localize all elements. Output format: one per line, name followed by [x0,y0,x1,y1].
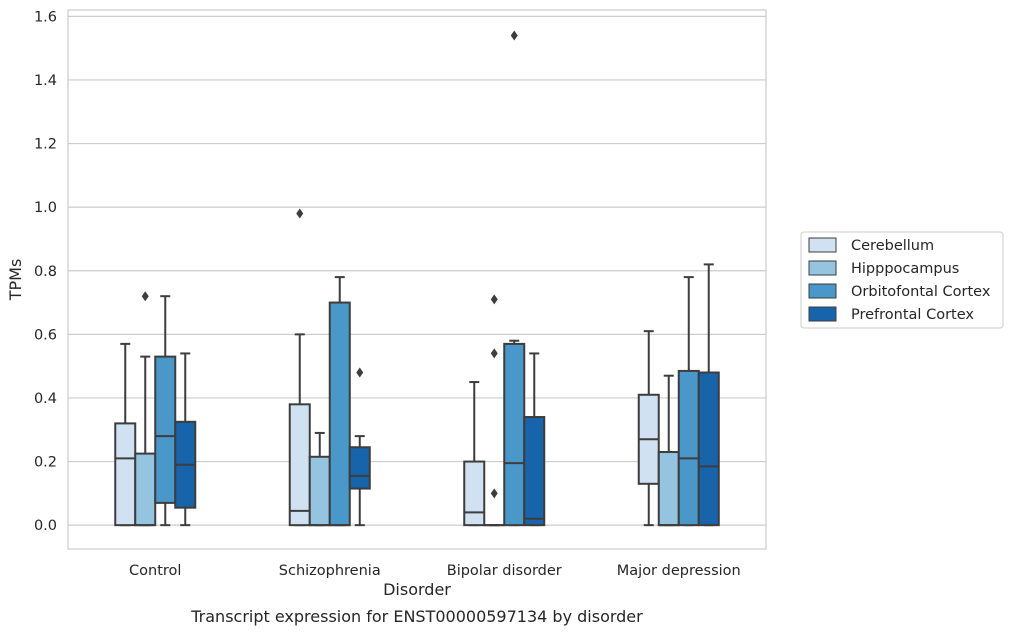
box-group [114,342,137,527]
y-axis-title: TPMs [6,259,25,302]
box-group [328,276,351,527]
legend-label: Cerebellum [851,238,934,254]
x-tick-label: Bipolar disorder [447,563,562,579]
x-axis-title: Disorder [383,580,451,599]
outlier-point [490,294,498,305]
box-group [174,352,197,527]
y-tick-labels: 0.0 0.2 0.4 0.6 0.8 1.0 1.2 1.4 1.6 [34,9,57,534]
box [134,452,157,527]
legend-swatch [808,260,837,276]
x-tick-label: Control [129,563,181,579]
box [114,422,137,527]
plot-frame [67,9,767,550]
x-tick-labels: Control Schizophrenia Bipolar disorder Majo… [129,563,741,579]
legend-label: Hipppocampus [851,261,959,277]
outlier-point [141,291,149,302]
box-group [697,263,720,527]
outlier-point [356,367,364,378]
y-tick-label: 0.0 [34,518,57,534]
box [348,446,371,490]
y-tick-label: 1.6 [34,9,57,25]
box-group [348,367,371,527]
legend-label: Prefrontal Cortex [851,307,974,323]
legend-label: Orbitofontal Cortex [851,284,991,300]
y-tick-label: 1.0 [34,200,57,216]
y-tick-label: 1.2 [34,137,57,153]
box-group [523,352,546,527]
outlier-point [490,488,498,499]
box-group [154,295,177,527]
y-tick-label: 1.4 [34,73,57,89]
y-tick-label: 0.4 [34,391,57,407]
outlier-point [296,208,304,219]
x-tick-label: Major depression [617,563,741,579]
box [523,416,546,527]
y-tick-label: 0.8 [34,264,57,280]
legend: Cerebellum Hipppocampus Orbitofontal Corte… [800,231,1004,329]
box-group [308,431,331,527]
box-group [463,381,486,527]
legend-swatch [808,283,837,299]
box [677,369,700,527]
box [657,451,680,527]
outlier-point [510,30,518,41]
y-tick-label: 0.2 [34,455,57,471]
box [463,460,486,527]
box [308,455,331,527]
box [328,301,351,527]
box-group [483,294,506,527]
chart-caption: Transcript expression for ENST0000059713… [190,607,643,626]
box-group [677,276,700,527]
legend-swatch [808,306,837,322]
box-group [637,330,660,527]
box-group [288,208,311,527]
legend-swatch [808,237,837,253]
outlier-point [490,348,498,359]
box-layer [114,30,720,527]
y-tick-label: 0.6 [34,327,57,343]
box [154,355,177,504]
box-group [503,30,526,527]
x-tick-label: Schizophrenia [279,563,381,579]
legend-frame [800,231,1004,329]
box [503,342,526,527]
box-group [134,291,157,527]
box [288,403,311,527]
box [697,371,720,527]
